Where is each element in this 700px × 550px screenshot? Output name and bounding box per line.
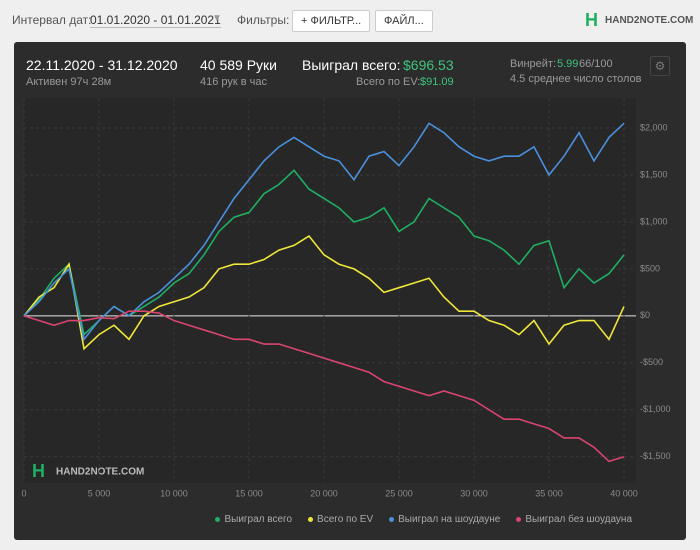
winrate-unit: 66/100	[579, 58, 613, 70]
ev-value: $91.09	[420, 76, 454, 88]
logo: HAND2NOTE.COM	[605, 15, 694, 26]
y-tick-label: $0	[640, 310, 650, 320]
won-label: Выиграл всего:	[302, 57, 401, 73]
date-select[interactable]: 01.01.2020 - 01.01.2021	[90, 13, 221, 28]
legend-item[interactable]: Всего по EV	[308, 514, 373, 525]
x-tick-label: 30 000	[460, 488, 488, 498]
x-tick-label: 40 000	[610, 488, 638, 498]
x-tick-label: 20 000	[310, 488, 338, 498]
y-tick-label: $500	[640, 263, 660, 273]
period: 22.11.2020 - 31.12.2020	[26, 57, 178, 73]
legend: Выиграл всего Всего по EV Выиграл на шоуда…	[215, 514, 632, 525]
ev-label: Всего по EV:	[356, 76, 421, 88]
x-tick-label: 35 000	[535, 488, 563, 498]
legend-label: Всего по EV	[317, 514, 374, 525]
series-line	[23, 122, 625, 342]
x-tick-label: 10 000	[160, 488, 188, 498]
x-tick-label: 15 000	[235, 488, 263, 498]
legend-dot	[516, 516, 522, 522]
legend-item[interactable]: Выиграл без шоудауна	[516, 514, 632, 525]
legend-dot	[308, 516, 314, 522]
x-tick-label: 25 000	[385, 488, 413, 498]
hands-per-hour: 416 рук в час	[200, 76, 268, 88]
watermark-icon: H	[32, 461, 45, 481]
y-tick-label: $2,000	[640, 122, 668, 132]
won-value: $696.53	[403, 57, 454, 73]
legend-dot	[215, 516, 221, 522]
y-tick-label: -$500	[640, 357, 663, 367]
logo-icon: H	[585, 10, 598, 30]
x-tick-label: 0	[21, 488, 26, 498]
hands: 40 589 Руки	[200, 57, 277, 73]
watermark: HAND2NOTE.COM	[56, 467, 144, 478]
y-tick-label: -$1,000	[640, 404, 671, 414]
series-line	[23, 310, 625, 463]
y-tick-label: $1,500	[640, 169, 668, 179]
y-tick-label: -$1,500	[640, 451, 671, 461]
panel: 22.11.2020 - 31.12.2020 Активен 97ч 28м …	[14, 42, 686, 540]
file-button[interactable]: ФАЙЛ...	[375, 10, 433, 32]
legend-label: Выиграл на шоудауне	[398, 514, 501, 525]
winrate-value: 5.99	[557, 58, 579, 70]
chart: H HAND2NOTE.COM -$1,500 -$1,000 -$500 $0 $50…	[21, 98, 671, 498]
active-time: Активен 97ч 28м	[26, 76, 112, 88]
x-tick-label: 5 000	[88, 488, 111, 498]
settings-button[interactable]: ⚙	[650, 56, 670, 76]
legend-label: Выиграл всего	[224, 514, 293, 525]
date-label: Интервал дат:	[12, 13, 92, 27]
legend-item[interactable]: Выиграл всего	[215, 514, 292, 525]
legend-dot	[389, 516, 395, 522]
legend-item[interactable]: Выиграл на шоудауне	[389, 514, 500, 525]
series-line	[23, 234, 625, 351]
y-tick-label: $1,000	[640, 216, 668, 226]
legend-label: Выиграл без шоудауна	[525, 514, 632, 525]
tables: 4.5 среднее число столов	[510, 73, 642, 85]
winrate-label: Винрейт:	[510, 58, 557, 70]
filters-label: Фильтры:	[237, 13, 290, 27]
filter-button[interactable]: + ФИЛЬТР...	[292, 10, 371, 32]
plot-area	[24, 98, 636, 483]
dropdown-arrow[interactable]: ▼	[212, 13, 222, 24]
